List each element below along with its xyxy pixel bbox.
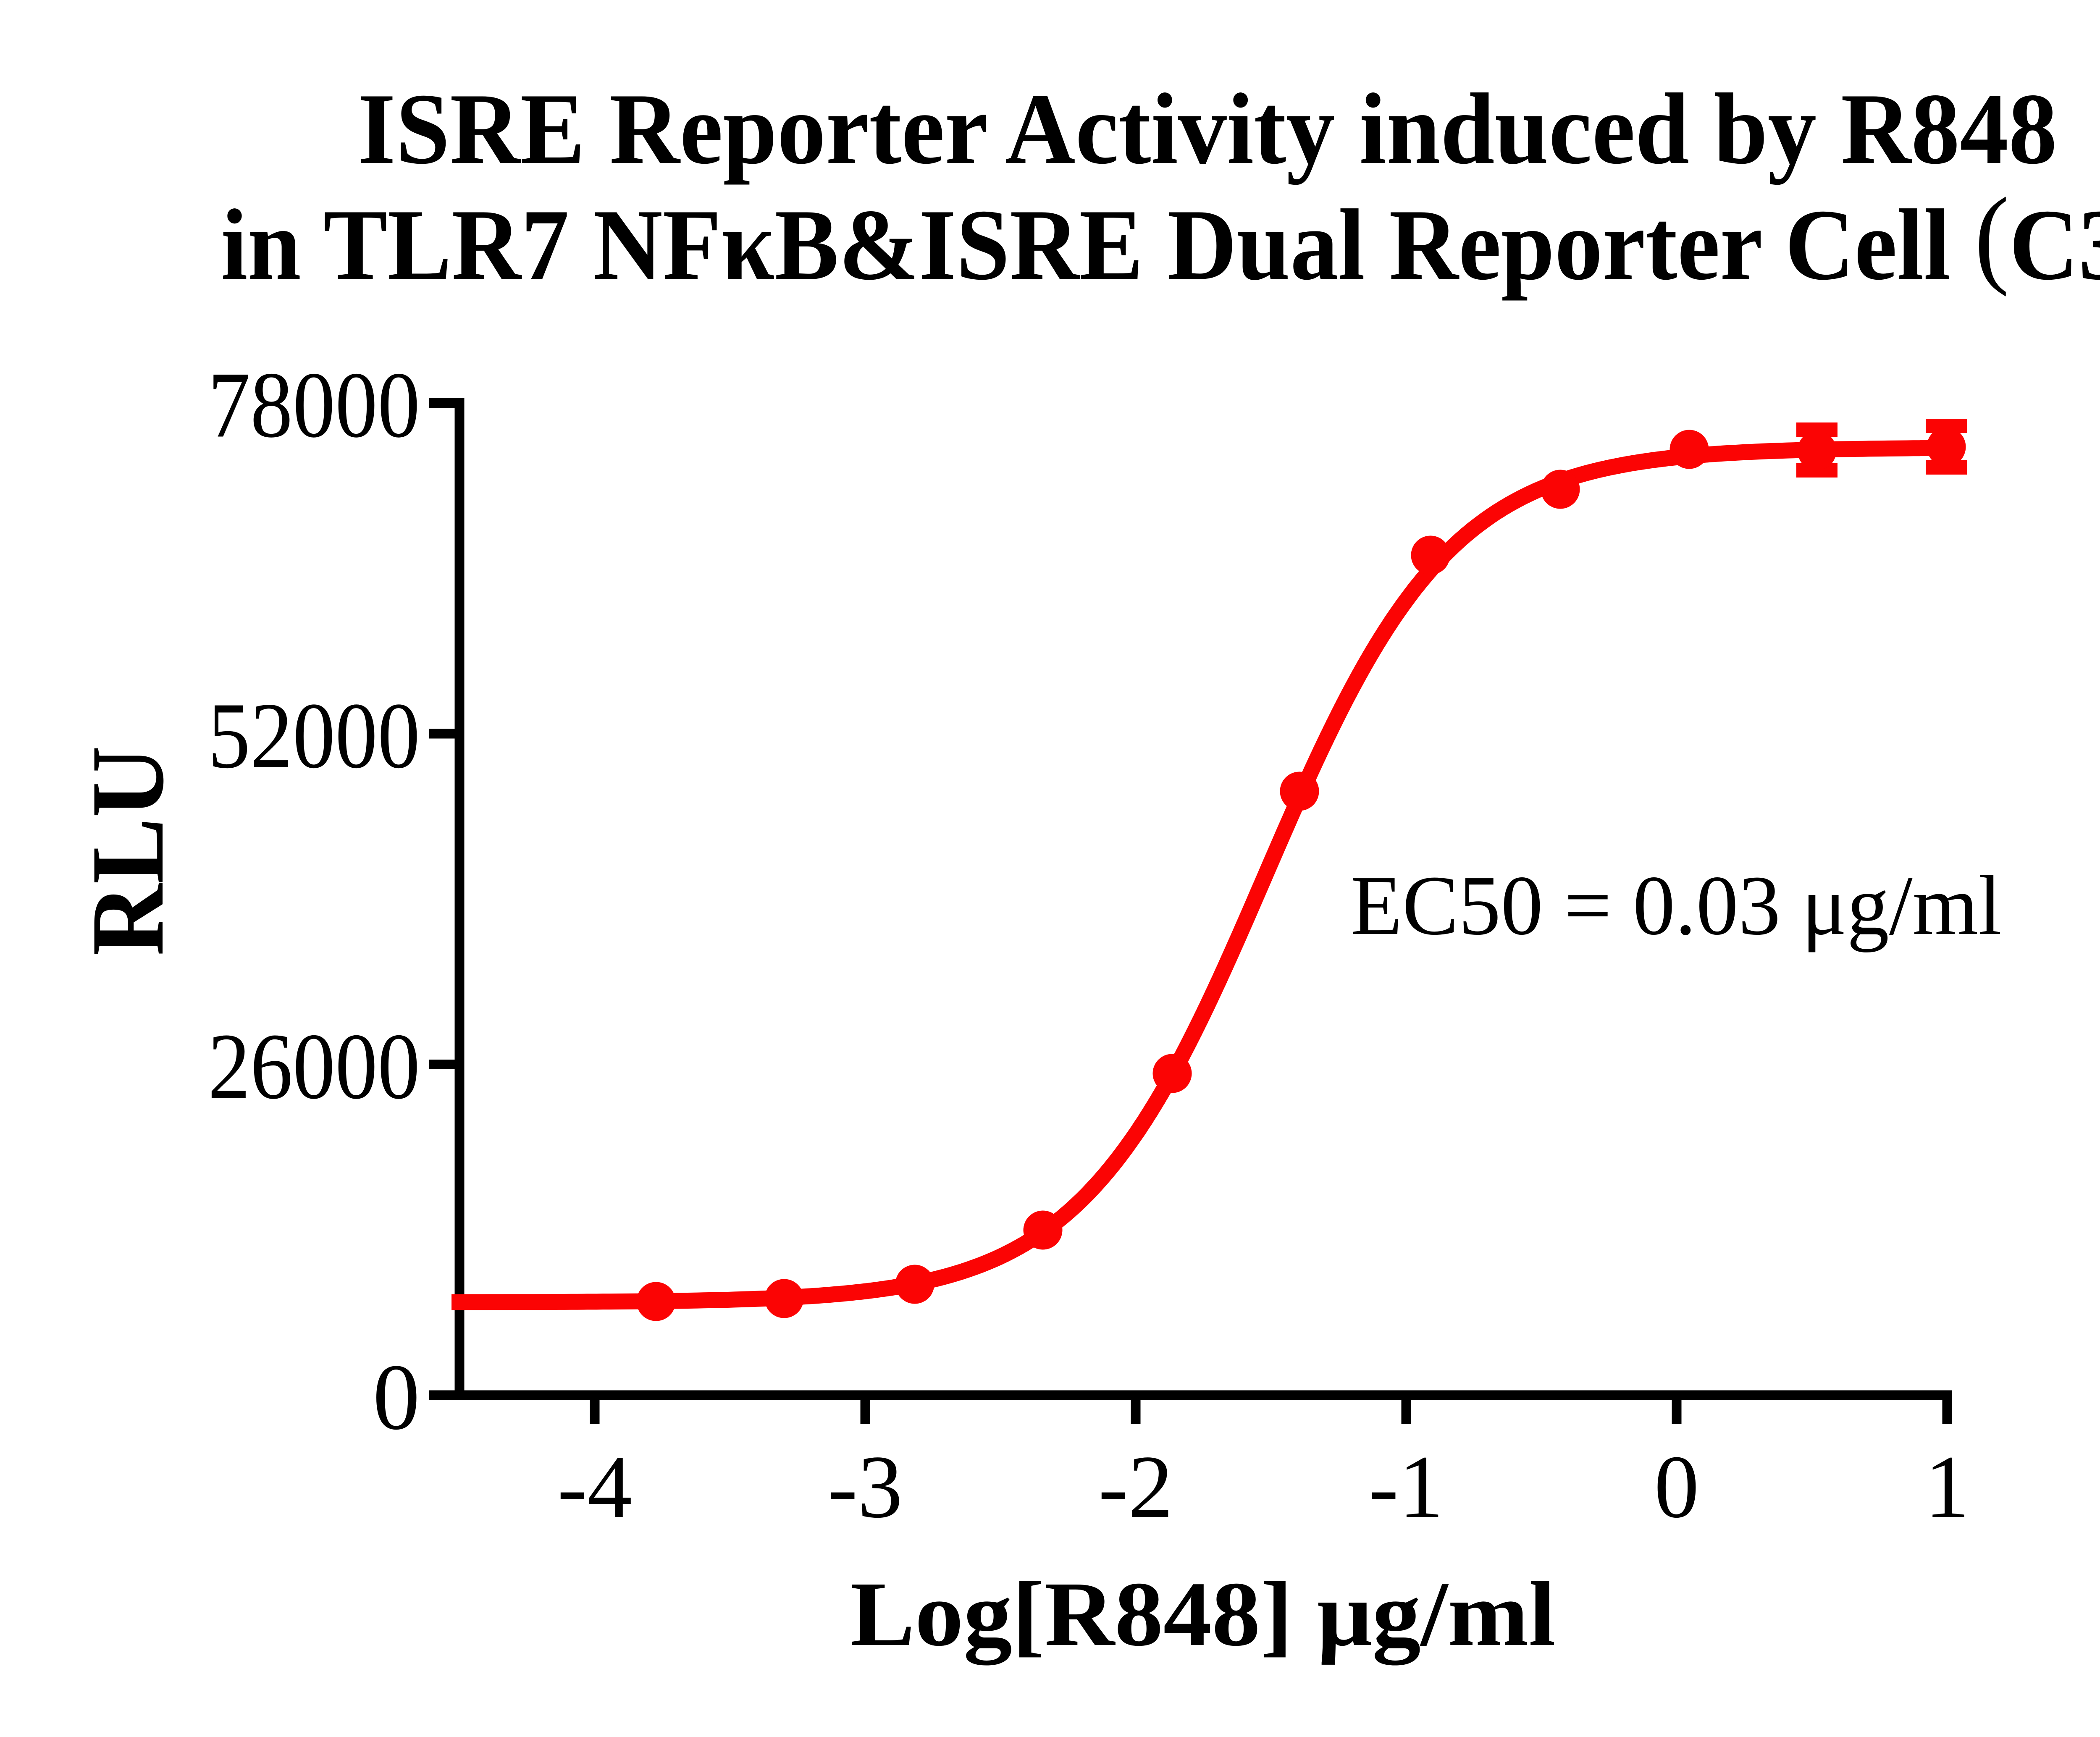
svg-text:Log[R848] μg/ml: Log[R848] μg/ml	[850, 1563, 1556, 1666]
svg-text:78000: 78000	[208, 352, 420, 457]
svg-text:1: 1	[1925, 1437, 1970, 1537]
svg-text:52000: 52000	[208, 683, 420, 788]
svg-text:0: 0	[373, 1344, 420, 1449]
svg-text:ISRE Reporter Activity induced: ISRE Reporter Activity induced by R848	[358, 73, 2057, 185]
svg-text:-1: -1	[1369, 1437, 1444, 1537]
svg-text:26000: 26000	[208, 1014, 420, 1119]
svg-text:-3: -3	[828, 1437, 903, 1537]
svg-text:0: 0	[1654, 1437, 1699, 1537]
svg-text:EC50 = 0.03 μg/ml: EC50 = 0.03 μg/ml	[1351, 858, 2002, 952]
svg-text:RLU: RLU	[70, 746, 185, 956]
svg-text:-2: -2	[1098, 1437, 1173, 1537]
svg-text:-4: -4	[557, 1437, 632, 1537]
svg-text:in TLR7 NFκB&ISRE Dual Reporte: in TLR7 NFκB&ISRE Dual Reporter Cell (C3…	[221, 175, 2100, 301]
